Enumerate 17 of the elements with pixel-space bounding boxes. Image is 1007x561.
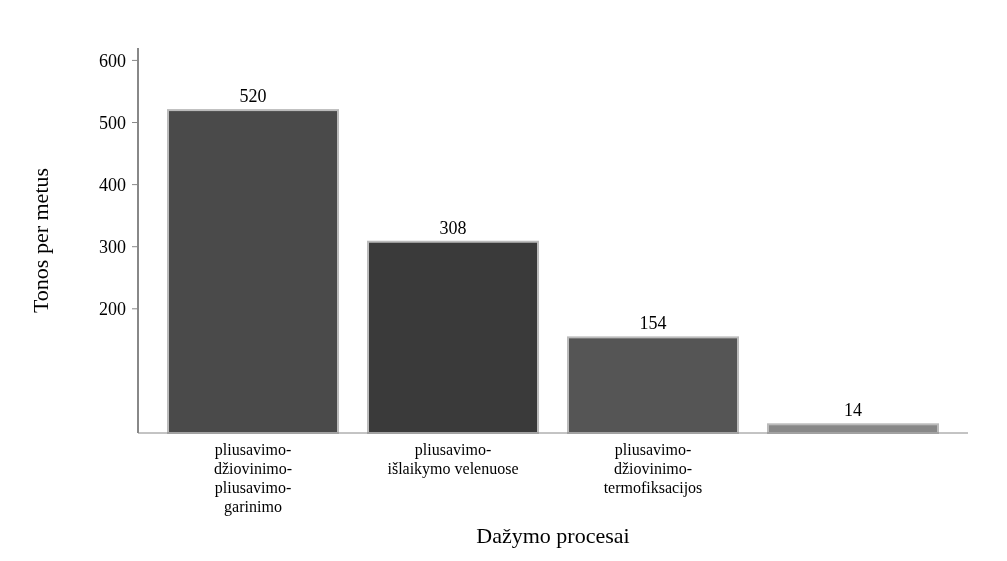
data-label: 14 <box>844 400 862 421</box>
data-label: 154 <box>639 313 667 334</box>
data-label: 308 <box>439 217 467 238</box>
bar <box>167 109 339 434</box>
x-tick-label: pliusavimo-džiovinimo-termofiksacijos <box>603 441 703 497</box>
x-tick-label: pliusavimo-džiovinimo-pliusavimo-garinimo <box>213 441 293 516</box>
y-tick-label: 200 <box>99 299 126 320</box>
bar <box>567 336 739 434</box>
data-label: 520 <box>239 86 267 107</box>
y-tick-label: 600 <box>99 50 126 71</box>
x-axis-title: Dažymo procesai <box>476 523 630 548</box>
y-tick-label: 400 <box>99 174 126 195</box>
bar <box>367 240 539 434</box>
y-axis-title: Tonos per metus <box>28 167 53 314</box>
x-tick-label: pliusavimo-išlaikymo velenuose <box>387 441 519 478</box>
y-tick-label: 300 <box>99 237 126 258</box>
y-tick-label: 500 <box>99 112 126 133</box>
